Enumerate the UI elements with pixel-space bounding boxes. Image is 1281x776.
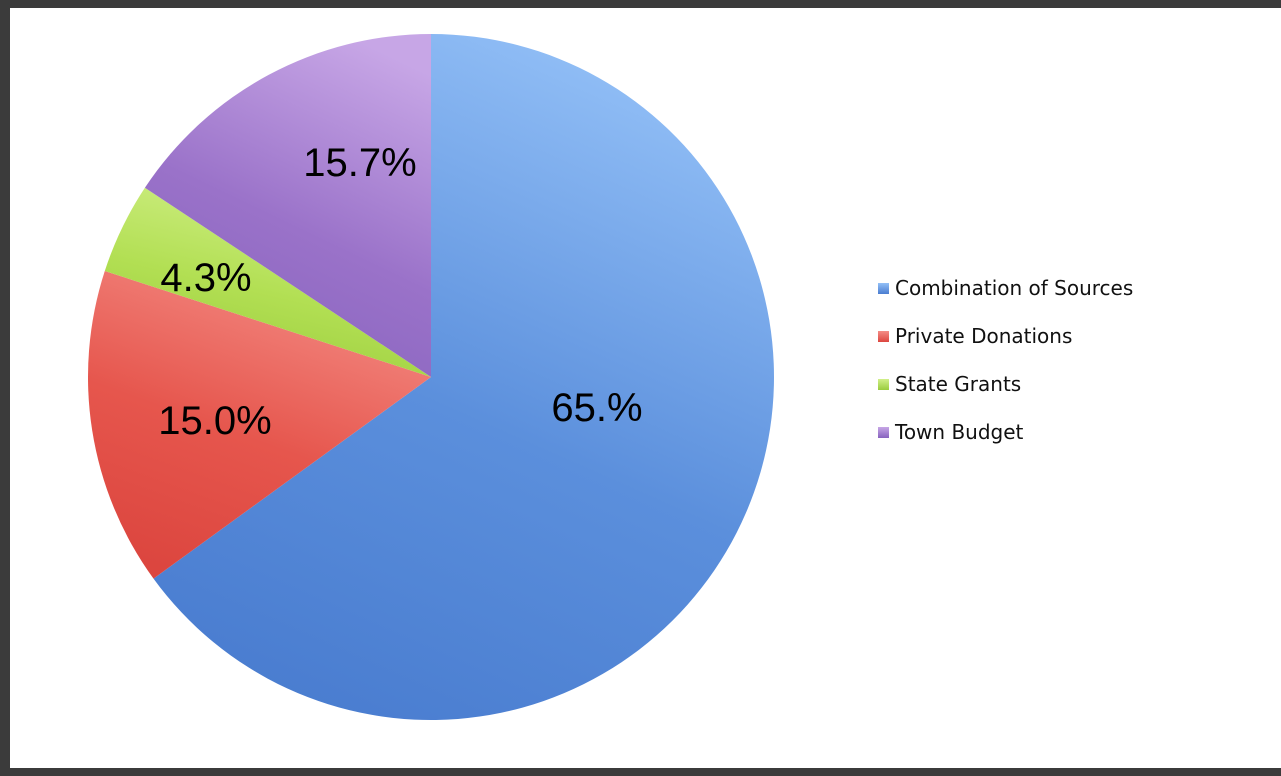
pie-chart: 65.% 15.0% 4.3% 15.7% [88, 34, 774, 720]
legend-item-state-grants: State Grants [878, 366, 1278, 402]
legend-swatch-icon [878, 378, 889, 390]
legend-swatch-icon [878, 282, 889, 294]
slice-label-state-grants: 4.3% [160, 256, 251, 300]
pie-slice-combination-of-sources [153, 34, 774, 720]
pie-slice-town-budget [144, 34, 431, 377]
legend-label: Combination of Sources [895, 276, 1134, 300]
legend-label: Town Budget [895, 420, 1024, 444]
pie-slice-private-donations [88, 271, 432, 579]
legend-item-combination-of-sources: Combination of Sources [878, 270, 1278, 306]
pie-slice-state-grants [104, 187, 432, 377]
legend-item-town-budget: Town Budget [878, 414, 1278, 450]
legend-swatch-icon [878, 330, 889, 342]
legend-label: State Grants [895, 372, 1022, 396]
slice-label-town-budget: 15.7% [303, 141, 416, 185]
pie-slices [88, 34, 774, 720]
chart-panel: 65.% 15.0% 4.3% 15.7% Combination of Source… [10, 8, 1281, 768]
legend-swatch-icon [878, 426, 889, 438]
slice-label-private-donations: 15.0% [158, 399, 271, 443]
chart-legend: Combination of Sources Private Donations… [878, 270, 1278, 462]
slice-label-combination-of-sources: 65.% [551, 386, 642, 430]
slice-labels: 65.% 15.0% 4.3% 15.7% [158, 141, 642, 443]
legend-item-private-donations: Private Donations [878, 318, 1278, 354]
legend-label: Private Donations [895, 324, 1073, 348]
